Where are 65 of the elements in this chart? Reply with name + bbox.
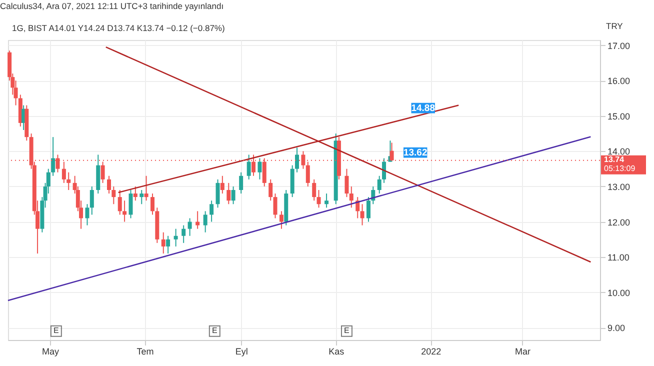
candlestick [203, 210, 208, 233]
candlestick [161, 232, 166, 254]
candlestick [112, 186, 116, 205]
candlestick [166, 235, 170, 254]
candlestick [66, 172, 71, 190]
x-tick-label: Mar [515, 346, 531, 356]
y-tick-label: 13.00 [608, 182, 630, 192]
candlestick [268, 178, 273, 202]
y-tick-label: 9.00 [608, 323, 626, 334]
y-tick-label: 14.00 [608, 146, 630, 157]
annotation: E [212, 326, 218, 336]
candlestick [118, 190, 122, 216]
candlestick [316, 190, 321, 208]
y-tick-label: 12.00 [608, 217, 630, 228]
annotation: 14.88 [411, 103, 436, 114]
candlestick [273, 193, 278, 219]
candlestick [279, 210, 284, 230]
candlestick [258, 158, 262, 180]
y-tick-label: 10.00 [608, 288, 630, 298]
candlestick [216, 178, 220, 208]
y-tick-label: 17.00 [608, 40, 630, 51]
candlestick [360, 204, 364, 226]
candlestick [90, 186, 94, 216]
x-tick-label: 2022 [421, 346, 442, 356]
candlestick [188, 218, 192, 236]
candlestick [344, 168, 349, 198]
x-tick-label: May [42, 346, 60, 356]
candlestick [295, 147, 300, 173]
chart-title: 1G, BIST A14.01 Y14.24 D13.74 K13.74 −0.12 (−0.87%) [12, 23, 225, 33]
x-tick-label: Kas [328, 346, 345, 356]
candlestick [239, 172, 244, 194]
text: TRY [606, 21, 624, 31]
y-tick-label: 11.00 [608, 252, 630, 263]
candlestick [196, 210, 200, 230]
annotation: E [344, 326, 350, 336]
candlestick [140, 190, 144, 205]
candlestick [144, 175, 148, 202]
annotation: E [53, 326, 59, 336]
candlestick [51, 136, 56, 176]
candlestick [220, 175, 224, 194]
x-tick-label: Tem [136, 346, 154, 356]
candlestick [377, 175, 382, 194]
ref-line-label: 13.74 05:13:09 [604, 154, 636, 173]
candlestick [382, 158, 386, 184]
candlestick [174, 228, 178, 247]
text: Calculus34, Ara 07, 2021 12:11 UTC+3 tarihinde yayınlandı [0, 1, 224, 11]
candlestick [128, 190, 133, 219]
y-tick-label: 15.00 [608, 111, 630, 122]
candlestick [85, 204, 90, 226]
candlestick [246, 154, 251, 180]
candlestick [324, 193, 329, 208]
candlestick [226, 182, 231, 205]
candlestick [349, 186, 354, 208]
candlestick [210, 200, 214, 222]
annotation: 13.62 [403, 148, 428, 159]
x-tick-label: Eyl [235, 346, 248, 356]
candlestick [231, 186, 236, 205]
candlestick [150, 193, 155, 216]
candlestick [122, 200, 127, 222]
candlestick [182, 224, 186, 244]
y-tick-label: 16.00 [608, 76, 630, 86]
candlestick [133, 186, 138, 202]
candlestick [106, 175, 111, 194]
candlestick [366, 196, 370, 222]
candlestick [312, 178, 316, 202]
